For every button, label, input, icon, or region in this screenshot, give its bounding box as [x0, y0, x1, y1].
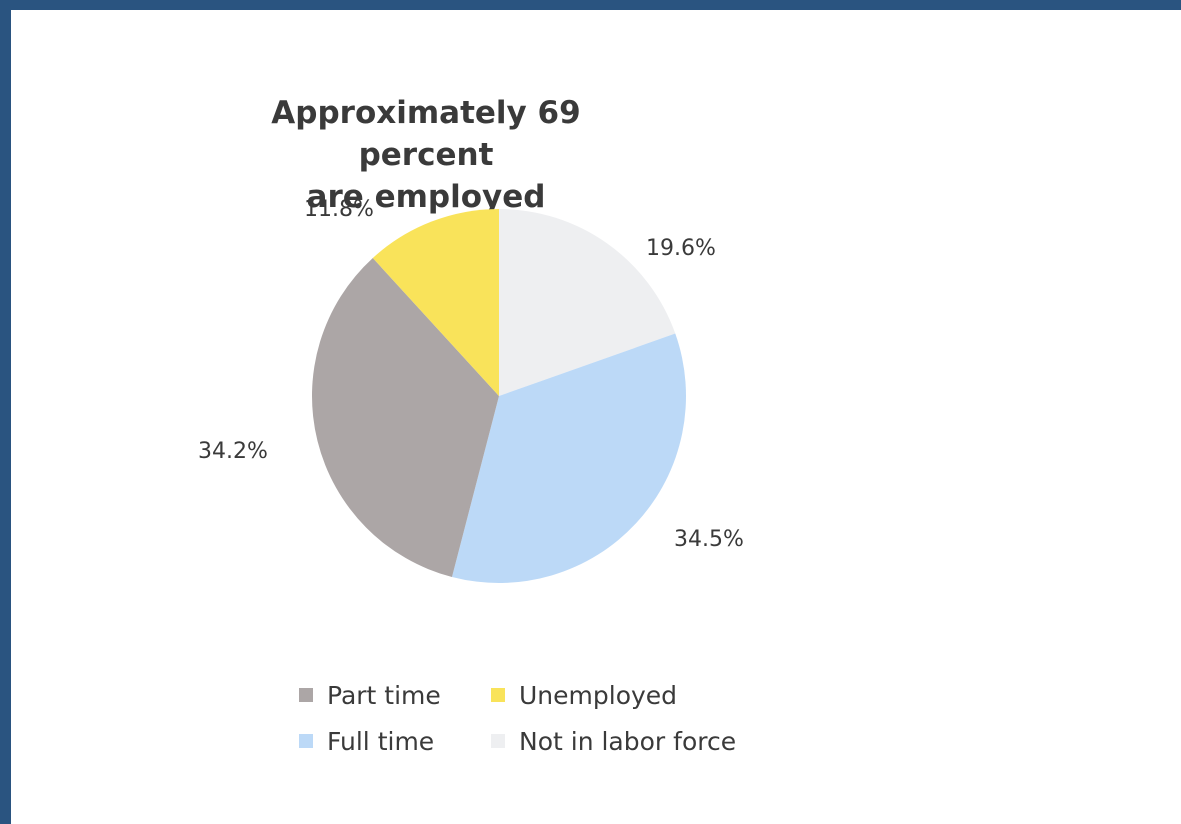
pie-chart: 19.6% 34.5% 34.2% 11.8% — [198, 197, 744, 583]
legend: Part time Unemployed Full time Not in la… — [299, 676, 819, 760]
pie-slice-full-time — [451, 333, 686, 583]
chart-title-line-1: Approximately 69 percent — [271, 95, 581, 173]
page: Approximately 69 percent are employed 19… — [11, 10, 1181, 824]
slice-label-not-in-labor-force: 19.6% — [646, 236, 716, 261]
legend-swatch-not-in-labor-force — [491, 734, 505, 748]
chart-title-line-2: are employed — [306, 179, 546, 215]
legend-swatch-part-time — [299, 688, 313, 702]
chart-title: Approximately 69 percent are employed — [211, 92, 641, 218]
legend-label-not-in-labor-force: Not in labor force — [519, 726, 737, 756]
pie-slice-part-time — [312, 257, 499, 577]
slice-label-unemployed: 11.8% — [304, 197, 374, 222]
legend-item-part-time: Part time — [299, 676, 491, 714]
slice-label-full-time: 34.5% — [674, 527, 744, 552]
legend-swatch-unemployed — [491, 688, 505, 702]
pie-slice-unemployed — [372, 209, 499, 396]
legend-item-full-time: Full time — [299, 722, 491, 760]
legend-swatch-full-time — [299, 734, 313, 748]
pie-slice-not-in-labor-force — [499, 209, 676, 396]
legend-item-unemployed: Unemployed — [491, 676, 771, 714]
slice-label-part-time: 34.2% — [198, 439, 268, 464]
legend-label-unemployed: Unemployed — [519, 680, 678, 710]
legend-item-not-in-labor-force: Not in labor force — [491, 722, 771, 760]
legend-label-part-time: Part time — [327, 680, 441, 710]
legend-label-full-time: Full time — [327, 726, 435, 756]
